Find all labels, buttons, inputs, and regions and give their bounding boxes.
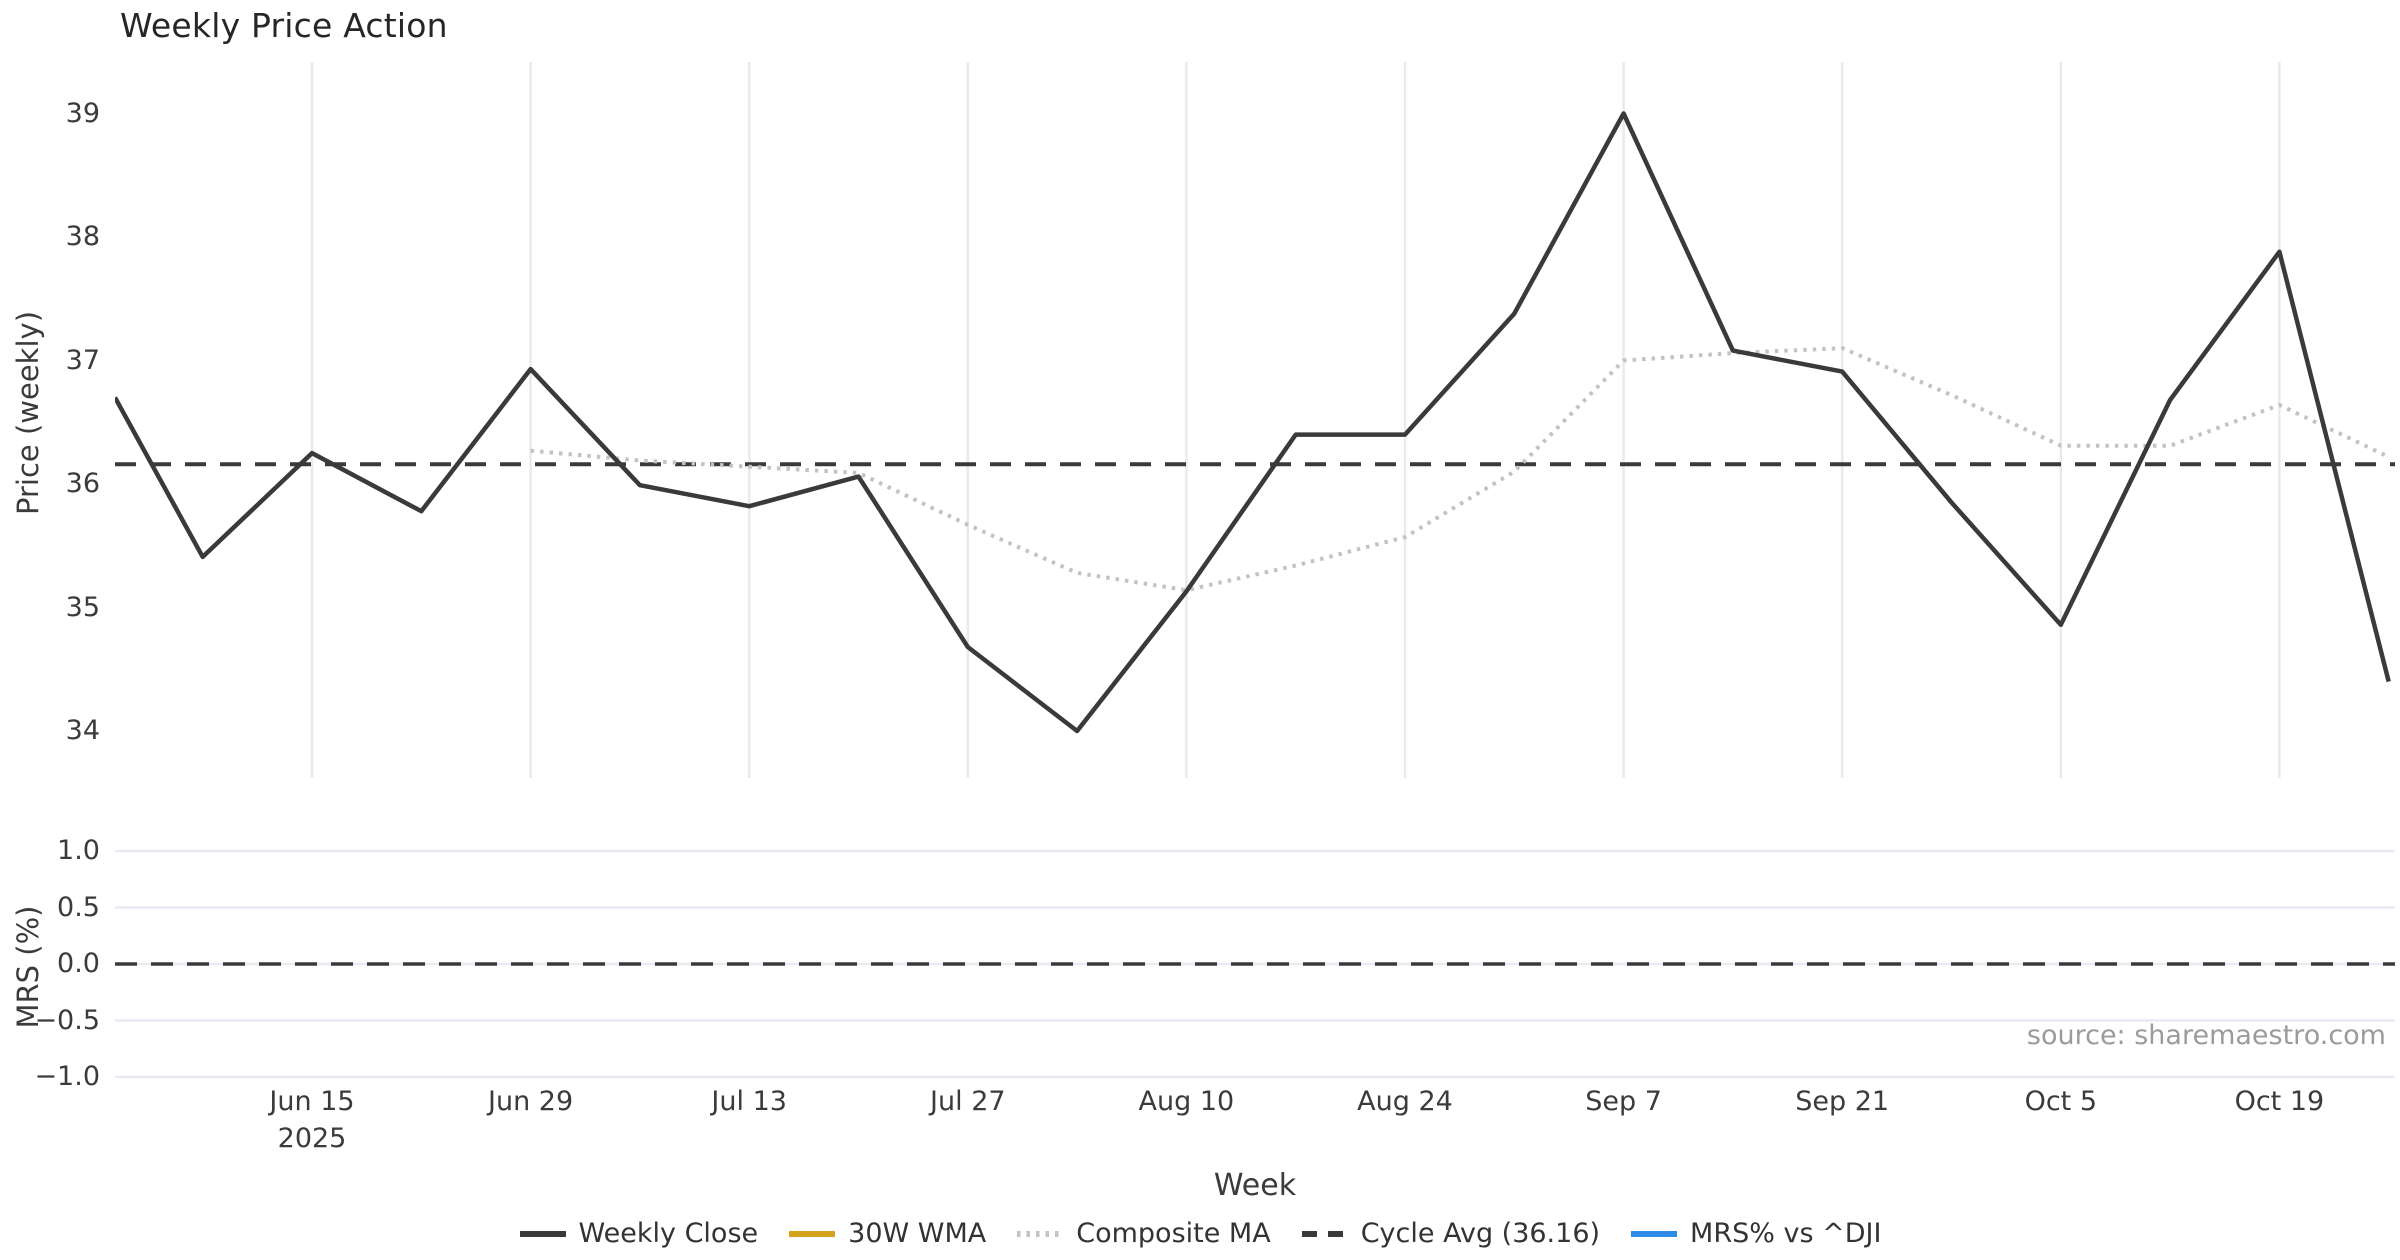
legend-swatch-solid (519, 1230, 566, 1237)
x-tick-year-label: 2025 (277, 1123, 347, 1154)
price-ytick-label: 34 (65, 715, 100, 746)
mrs-ytick-label: 0.0 (57, 948, 100, 979)
weekly-close-line (115, 111, 2391, 734)
legend-item: 30W WMA (788, 1218, 986, 1249)
price-ytick-label: 38 (65, 221, 100, 252)
price-ytick-label: 37 (65, 344, 100, 376)
legend-item: Weekly Close (519, 1218, 759, 1249)
source-attribution: source: sharemaestro.com (2026, 1020, 2386, 1051)
x-tick-label: Aug 24 (1357, 1086, 1453, 1117)
chart-title: Weekly Price Action (120, 6, 448, 45)
mrs-ytick-label: −0.5 (34, 1004, 100, 1036)
composite-ma-line (530, 346, 2390, 593)
legend-label: Composite MA (1076, 1218, 1271, 1249)
price-ytick-label: 39 (65, 97, 100, 129)
x-tick-label: Jul 13 (711, 1086, 787, 1117)
x-axis-title: Week (1213, 1168, 1297, 1203)
legend-swatch-dashed (1301, 1230, 1348, 1237)
x-tick-label: Oct 19 (2234, 1086, 2325, 1117)
legend-label: MRS% vs ^DJI (1690, 1218, 1882, 1249)
legend-swatch-solid (1631, 1230, 1678, 1237)
legend-item: Composite MA (1016, 1218, 1271, 1249)
legend-label: Weekly Close (578, 1218, 759, 1249)
legend-label: Cycle Avg (36.16) (1360, 1218, 1601, 1249)
legend-label: 30W WMA (848, 1218, 987, 1249)
x-tick-label: Jun 29 (488, 1086, 574, 1117)
mrs-ytick-label: 0.5 (57, 891, 100, 923)
legend-swatch-dotted (1017, 1230, 1064, 1237)
legend: Weekly Close 30W WMA Composite MA Cycle Avg… (0, 1218, 2400, 1249)
x-tick-label: Jun 15 2025 (232, 1086, 392, 1154)
x-tick-label: Jul 27 (930, 1086, 1006, 1117)
x-tick-label: Sep 21 (1795, 1086, 1890, 1117)
x-tick-label: Oct 5 (2024, 1086, 2098, 1117)
x-tick-label: Sep 7 (1585, 1086, 1662, 1117)
price-ytick-label: 36 (65, 468, 100, 499)
mrs-ytick-label: 1.0 (57, 835, 100, 866)
legend-swatch-solid (789, 1230, 836, 1237)
mrs-ytick-label: −1.0 (34, 1061, 100, 1092)
legend-item: MRS% vs ^DJI (1630, 1218, 1881, 1249)
x-tick-label: Aug 10 (1138, 1086, 1235, 1117)
legend-item: Cycle Avg (36.16) (1301, 1218, 1600, 1249)
price-ytick-label: 35 (65, 591, 100, 623)
